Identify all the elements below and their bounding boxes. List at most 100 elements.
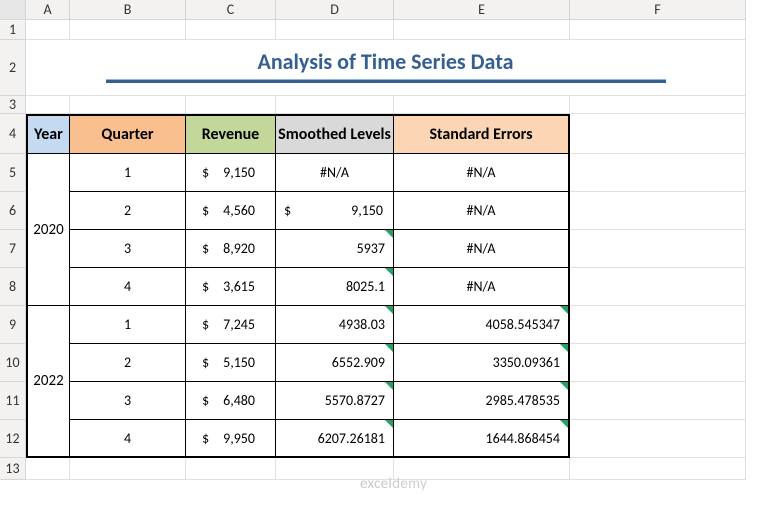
quarter-cell[interactable]: 3 (70, 382, 186, 420)
cell-blank[interactable] (186, 458, 276, 480)
col-header-a[interactable]: A (26, 0, 70, 20)
cell-blank[interactable] (276, 96, 394, 114)
header-year[interactable]: Year (26, 114, 70, 154)
revenue-value: 8,920 (223, 240, 255, 257)
stderr-cell[interactable]: #N/A (394, 192, 570, 230)
row-header-4[interactable]: 4 (0, 114, 26, 154)
cell-blank[interactable] (570, 268, 746, 306)
cell-blank[interactable] (570, 382, 746, 420)
row-header-5[interactable]: 5 (0, 154, 26, 192)
quarter-cell[interactable]: 4 (70, 268, 186, 306)
row-header-13[interactable]: 13 (0, 458, 26, 480)
cell-blank[interactable] (70, 458, 186, 480)
col-header-e[interactable]: E (394, 0, 570, 20)
smoothed-cell[interactable]: 5570.8727 (276, 382, 394, 420)
row-header-8[interactable]: 8 (0, 268, 26, 306)
money-wrap: $6,480 (190, 392, 271, 409)
year-cell[interactable]: 2022 (26, 306, 70, 458)
header-stderr[interactable]: Standard Errors (394, 114, 570, 154)
cell-blank[interactable] (394, 20, 570, 40)
col-header-d[interactable]: D (276, 0, 394, 20)
quarter-cell[interactable]: 2 (70, 344, 186, 382)
stderr-cell[interactable]: #N/A (394, 230, 570, 268)
currency-symbol: $ (202, 392, 209, 409)
cell-blank[interactable] (570, 96, 746, 114)
revenue-cell[interactable]: $7,245 (186, 306, 276, 344)
cell-blank[interactable] (570, 306, 746, 344)
smoothed-cell[interactable]: 5937 (276, 230, 394, 268)
year-cell[interactable]: 2020 (26, 154, 70, 306)
row-header-9[interactable]: 9 (0, 306, 26, 344)
quarter-cell[interactable]: 1 (70, 306, 186, 344)
quarter-cell[interactable]: 4 (70, 420, 186, 458)
smoothed-value: 4938.03 (339, 316, 385, 333)
revenue-cell[interactable]: $9,150 (186, 154, 276, 192)
stderr-cell[interactable]: 2985.478535 (394, 382, 570, 420)
row-header-3[interactable]: 3 (0, 96, 26, 114)
revenue-cell[interactable]: $8,920 (186, 230, 276, 268)
cell-blank[interactable] (186, 96, 276, 114)
cell-blank[interactable] (570, 20, 746, 40)
year-label: 2022 (33, 372, 63, 390)
row-header-2[interactable]: 2 (0, 40, 26, 96)
quarter-cell[interactable]: 3 (70, 230, 186, 268)
smoothed-cell[interactable]: 4938.03 (276, 306, 394, 344)
cell-blank[interactable] (70, 96, 186, 114)
select-all-corner[interactable] (0, 0, 26, 20)
na-value: #N/A (320, 164, 349, 181)
stderr-cell[interactable]: 4058.545347 (394, 306, 570, 344)
stderr-cell[interactable]: 3350.09361 (394, 344, 570, 382)
title-cell[interactable]: Analysis of Time Series Data (26, 40, 746, 96)
cell-blank[interactable] (570, 420, 746, 458)
revenue-cell[interactable]: $6,480 (186, 382, 276, 420)
revenue-cell[interactable]: $3,615 (186, 268, 276, 306)
smoothed-cell[interactable]: 8025.1 (276, 268, 394, 306)
row-header-12[interactable]: 12 (0, 420, 26, 458)
col-header-c[interactable]: C (186, 0, 276, 20)
year-label: 2020 (33, 221, 63, 239)
revenue-value: 5,150 (223, 354, 255, 371)
row-header-1[interactable]: 1 (0, 20, 26, 40)
page-title: Analysis of Time Series Data (258, 48, 514, 79)
stderr-cell[interactable]: 1644.868454 (394, 420, 570, 458)
quarter-cell[interactable]: 1 (70, 154, 186, 192)
cell-blank[interactable] (570, 192, 746, 230)
cell-blank[interactable] (570, 458, 746, 480)
revenue-cell[interactable]: $4,560 (186, 192, 276, 230)
header-smoothed[interactable]: Smoothed Levels (276, 114, 394, 154)
row-header-7[interactable]: 7 (0, 230, 26, 268)
cell-blank[interactable] (570, 230, 746, 268)
na-value: #N/A (466, 278, 495, 295)
col-header-b[interactable]: B (70, 0, 186, 20)
smoothed-cell[interactable]: #N/A (276, 154, 394, 192)
cell-blank[interactable] (26, 20, 70, 40)
cell-blank[interactable] (26, 458, 70, 480)
smoothed-cell[interactable]: 6552.909 (276, 344, 394, 382)
revenue-cell[interactable]: $9,950 (186, 420, 276, 458)
revenue-cell[interactable]: $5,150 (186, 344, 276, 382)
col-header-f[interactable]: F (570, 0, 746, 20)
cell-blank[interactable] (570, 114, 746, 154)
cell-blank[interactable] (570, 344, 746, 382)
stderr-cell[interactable]: #N/A (394, 268, 570, 306)
cell-blank[interactable] (26, 96, 70, 114)
revenue-value: 4,560 (223, 202, 255, 219)
cell-blank[interactable] (570, 154, 746, 192)
cell-blank[interactable] (276, 20, 394, 40)
currency-symbol: $ (202, 430, 209, 447)
cell-blank[interactable] (394, 96, 570, 114)
smoothed-cell[interactable]: $9,150 (276, 192, 394, 230)
row-header-11[interactable]: 11 (0, 382, 26, 420)
quarter-cell[interactable]: 2 (70, 192, 186, 230)
smoothed-cell[interactable]: 6207.26181 (276, 420, 394, 458)
row-header-10[interactable]: 10 (0, 344, 26, 382)
cell-blank[interactable] (186, 20, 276, 40)
currency-symbol: $ (202, 240, 209, 257)
header-revenue[interactable]: Revenue (186, 114, 276, 154)
title-underline (106, 79, 666, 83)
header-quarter[interactable]: Quarter (70, 114, 186, 154)
stderr-cell[interactable]: #N/A (394, 154, 570, 192)
row-header-6[interactable]: 6 (0, 192, 26, 230)
money-wrap: $5,150 (190, 354, 271, 371)
cell-blank[interactable] (70, 20, 186, 40)
